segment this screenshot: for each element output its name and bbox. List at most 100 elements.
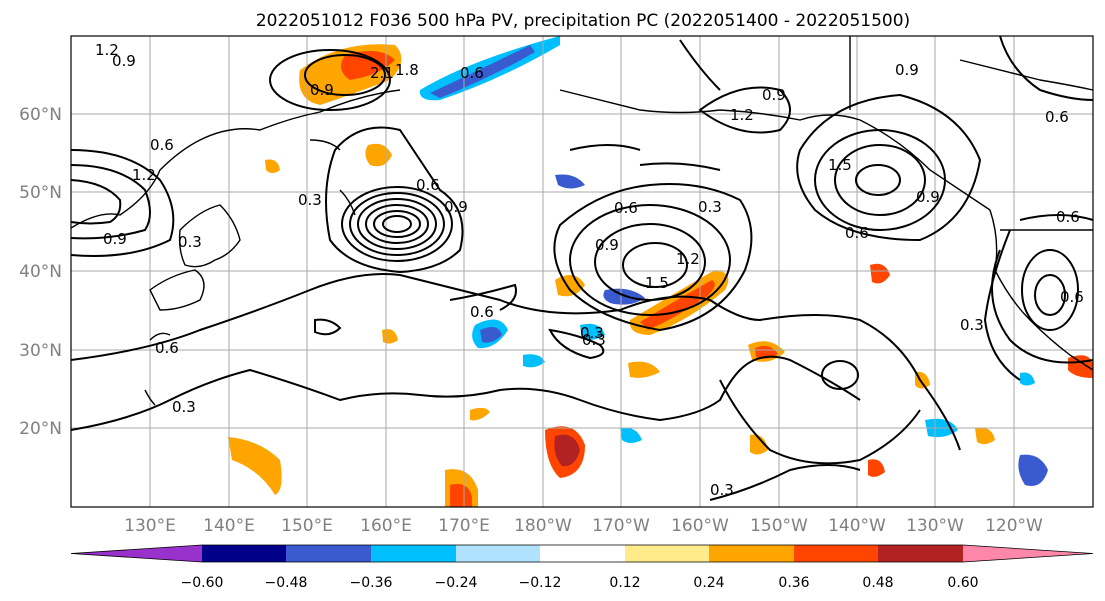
contour-label: 0.9: [895, 61, 919, 79]
lon-label: 180°W: [514, 516, 572, 536]
lon-label: 140°W: [828, 516, 886, 536]
lon-label: 150°W: [750, 516, 808, 536]
contour-label: 0.9: [916, 188, 940, 206]
colorbar-segments: [70, 544, 1094, 563]
precip-blob-positive: [868, 459, 885, 477]
contour-label: 0.6: [150, 136, 174, 154]
contour-label: 0.3: [580, 324, 604, 342]
colorbar-bin: [371, 545, 456, 562]
contour-label: 1.5: [828, 156, 852, 174]
precip-blob-positive: [975, 427, 995, 445]
contour-label: 0.6: [155, 339, 179, 357]
colorbar-tick-label: −0.60: [181, 575, 224, 591]
contour-label: 0.3: [178, 233, 202, 251]
longitude-labels: 130°E 140°E 150°E 160°E 170°E 180°W 170°…: [124, 516, 1043, 536]
contour-label: 0.9: [444, 198, 468, 216]
precip-blob-negative: [580, 323, 605, 340]
colorbar-tick-label: −0.36: [350, 575, 393, 591]
contour-label: 0.9: [762, 86, 786, 104]
precip-blob-negative-core: [430, 45, 535, 98]
contour-label: 0.6: [1056, 208, 1080, 226]
lat-label: 20°N: [19, 419, 62, 439]
precip-blob-positive: [750, 434, 768, 455]
contour-label: 0.3: [582, 331, 606, 349]
contour-label: 0.6: [1045, 108, 1069, 126]
precip-blob-strong: [640, 280, 715, 330]
latitude-labels: 60°N 50°N 40°N 30°N 20°N: [19, 105, 62, 439]
colorbar-bin: [540, 545, 625, 562]
precip-blob-positive: [365, 143, 392, 167]
map-panel: 1.2 0.9 0.9 2.1 1.8 0.6 0.9 1.2 0.9 0.6 …: [70, 35, 1094, 508]
colorbar-tick-label: −0.48: [265, 575, 308, 591]
contour-label: 0.3: [298, 191, 322, 209]
contour-label: 1.2: [132, 166, 156, 184]
contour-label: 0.6: [470, 303, 494, 321]
contour-label: 1.2: [95, 41, 119, 59]
precip-blob-strong: [341, 51, 395, 80]
coastlines: [70, 36, 1094, 406]
contour-label: 0.9: [112, 52, 136, 70]
colorbar-tick-label: 0.12: [609, 575, 640, 591]
lat-label: 50°N: [19, 183, 62, 203]
contour-label: 0.3: [960, 316, 984, 334]
precip-blob-positive: [265, 159, 280, 173]
colorbar-tick-label: 0.36: [778, 575, 809, 591]
contour-label: 1.8: [395, 61, 419, 79]
lon-label: 150°E: [281, 516, 333, 536]
contour-label: 0.9: [103, 230, 127, 248]
colorbar-tick-label: 0.48: [862, 575, 893, 591]
lat-label: 30°N: [19, 341, 62, 361]
contour-label: 1.2: [730, 106, 754, 124]
precip-blob-negative: [1020, 372, 1035, 386]
lon-label: 130°W: [906, 516, 964, 536]
contour-label: 1.2: [676, 250, 700, 268]
lon-label: 130°E: [124, 516, 176, 536]
precip-shading: [228, 36, 1093, 507]
contour-label: 0.6: [416, 176, 440, 194]
contour-label: 0.9: [595, 236, 619, 254]
contour-label: 0.6: [845, 224, 869, 242]
precip-blob-negative: [480, 326, 502, 343]
precip-blob-positive: [870, 263, 890, 284]
lat-label: 60°N: [19, 105, 62, 125]
colorbar-bin: [709, 545, 794, 562]
colorbar: −0.60 −0.48 −0.36 −0.24 −0.12 0.12 0.24 …: [70, 544, 1094, 591]
contour-label: 0.3: [698, 198, 722, 216]
colorbar-bin: [625, 545, 709, 562]
lon-label: 160°W: [671, 516, 729, 536]
map-border: [70, 35, 1094, 508]
colorbar-extend-min: [71, 545, 202, 562]
precip-blob-negative: [620, 427, 642, 443]
lon-label: 160°E: [360, 516, 412, 536]
contour-closed-low: [341, 186, 453, 262]
colorbar-bin: [456, 545, 540, 562]
contour-label: 0.3: [172, 398, 196, 416]
precip-blob-positive: [470, 407, 490, 421]
colorbar-outline: [70, 544, 1094, 563]
graticule: [71, 36, 1093, 507]
pv-contours: [70, 35, 1094, 501]
figure-title: 2022051012 F036 500 hPa PV, precipitatio…: [256, 11, 910, 31]
lon-label: 120°W: [985, 516, 1043, 536]
precip-blob-negative: [1018, 454, 1048, 486]
precip-blob-negative: [555, 174, 585, 189]
contour-label: 2.1: [370, 64, 394, 82]
precip-blob-strong: [450, 483, 472, 507]
lon-label: 140°E: [203, 516, 255, 536]
lat-label: 40°N: [19, 262, 62, 282]
colorbar-bin: [878, 545, 963, 562]
colorbar-bin: [286, 545, 371, 562]
precip-blob-positive: [228, 437, 282, 495]
contour-labels: 1.2 0.9 0.9 2.1 1.8 0.6 0.9 1.2 0.9 0.6 …: [95, 41, 1084, 499]
colorbar-bin: [202, 545, 286, 562]
contour-label: 0.6: [614, 199, 638, 217]
colorbar-tick-label: 0.24: [693, 575, 724, 591]
precip-blob-positive: [628, 361, 660, 378]
colorbar-tick-label: −0.12: [519, 575, 562, 591]
contour-label: 1.5: [645, 274, 669, 292]
colorbar-extend-max: [963, 545, 1093, 562]
precip-blob-negative: [523, 354, 545, 368]
colorbar-tick-label: −0.24: [435, 575, 478, 591]
colorbar-bin: [794, 545, 878, 562]
